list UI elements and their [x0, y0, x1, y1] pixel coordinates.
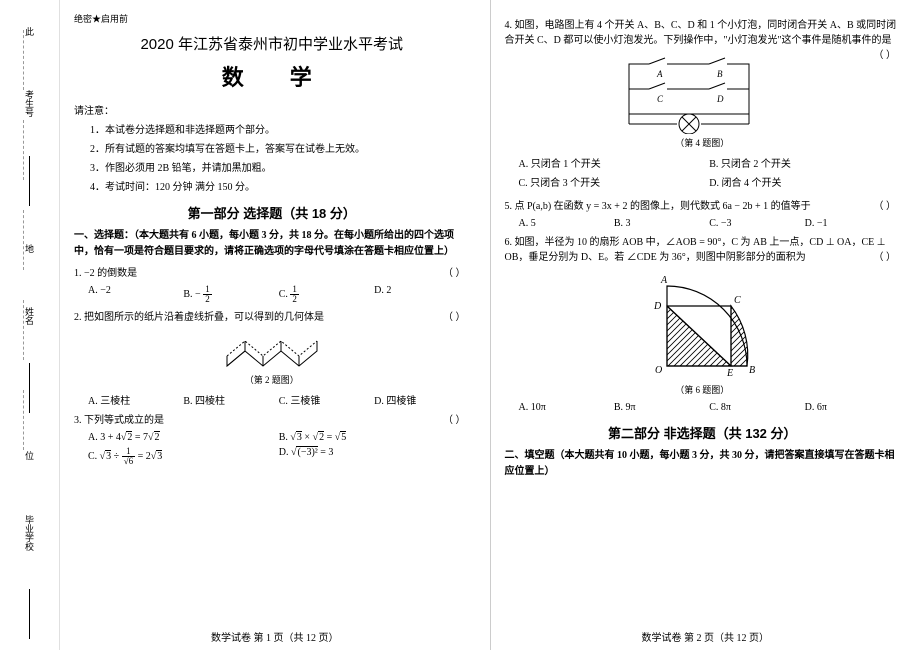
q6-diagram: A D C O E B （第 6 题图） [505, 271, 901, 396]
opt-c: C. 三棱锥 [279, 392, 374, 407]
question-2: 2. 把如图所示的纸片沿着虚线折叠，可以得到的几何体是 （ ） [74, 310, 470, 325]
question-4: 4. 如图，电路图上有 4 个开关 A、B、C、D 和 1 个小灯泡，同时闭合开… [505, 18, 901, 48]
svg-text:C: C [734, 295, 741, 306]
confidential-label: 绝密★启用前 [74, 12, 470, 25]
side-label-name: 姓名 [23, 287, 36, 345]
answer-blank: （ ） [443, 413, 466, 428]
page-2: 4. 如图，电路图上有 4 个开关 A、B、C、D 和 1 个小灯泡，同时闭合开… [491, 0, 920, 650]
subject-title: 数 学 [84, 60, 470, 92]
opt-b: B. 只闭合 2 个开关 [709, 155, 900, 170]
question-3: 3. 下列等式成立的是 （ ） [74, 413, 470, 428]
q2-text: 2. 把如图所示的纸片沿着虚线折叠，可以得到的几何体是 [74, 312, 324, 323]
svg-text:E: E [726, 368, 733, 379]
notice-item: 2．所有试题的答案均填写在答题卡上，答案写在试卷上无效。 [90, 140, 470, 155]
q5-options: A. 5 B. 3 C. −3 D. −1 [519, 218, 901, 229]
opt-d: D. 6π [805, 402, 900, 413]
mc-intro: 一、选择题：（本大题共有 6 小题，每小题 3 分，共 18 分。在每小题所给出… [74, 228, 470, 260]
question-1: 1. −2 的倒数是 （ ） [74, 266, 470, 281]
fill-intro: 二、填空题（本大题共有 10 小题，每小题 3 分，共 30 分，请把答案直接填… [505, 448, 901, 480]
q4-text: 4. 如图，电路图上有 4 个开关 A、B、C、D 和 1 个小灯泡，同时闭合开… [505, 20, 897, 46]
q6-options: A. 10π B. 9π C. 8π D. 6π [519, 402, 901, 413]
opt-a: A. 5 [519, 218, 614, 229]
opt-a: A. 10π [519, 402, 614, 413]
q2-options: A. 三棱柱 B. 四棱柱 C. 三棱锥 D. 四棱锥 [88, 392, 470, 407]
q3-options: A. 3 + 4√2 = 7√2 B. √3 × √2 = √5 C. √3 ÷… [88, 432, 470, 470]
svg-text:B: B [717, 69, 723, 79]
svg-text:B: B [749, 365, 755, 376]
notice-heading: 请注意： [74, 102, 470, 117]
q6-text: 6. 如图，半径为 10 的扇形 AOB 中，∠AOB = 90°，C 为 AB… [505, 237, 886, 263]
answer-blank: （ ） [443, 310, 466, 325]
diagram-label: （第 4 题图） [505, 136, 901, 149]
diagram-label: （第 2 题图） [74, 373, 470, 386]
q2-diagram: （第 2 题图） [74, 331, 470, 386]
notice-item: 3．作图必须用 2B 铅笔，并请加黑加粗。 [90, 159, 470, 174]
side-marker: 此 [23, 7, 36, 56]
question-6: 6. 如图，半径为 10 的扇形 AOB 中，∠AOB = 90°，C 为 AB… [505, 235, 901, 265]
section-heading: 第一部分 选择题（共 18 分） [74, 203, 470, 222]
svg-text:A: A [660, 275, 668, 286]
svg-text:C: C [657, 94, 664, 104]
opt-d: D. −1 [805, 218, 900, 229]
notice-item: 4．考试时间：120 分钟 满分 150 分。 [90, 178, 470, 193]
opt-a: A. −2 [88, 285, 183, 304]
q3-text: 3. 下列等式成立的是 [74, 415, 164, 426]
opt-c: C. −3 [709, 218, 804, 229]
side-label-school: 毕业学校 [23, 495, 36, 571]
side-marker: 地 [23, 224, 36, 273]
opt-c: C. 只闭合 3 个开关 [519, 174, 710, 189]
svg-text:O: O [655, 365, 662, 376]
opt-a: A. 3 + 4√2 = 7√2 [88, 432, 279, 443]
opt-b: B. − 12 [183, 285, 278, 304]
q1-text: 1. −2 的倒数是 [74, 268, 137, 279]
side-label-exam-id: 考生号 [23, 70, 36, 137]
diagram-label: （第 6 题图） [505, 383, 901, 396]
side-marker: 位 [23, 431, 36, 480]
opt-d: D. √(−3)² = 3 [279, 447, 470, 466]
opt-c: C. 8π [709, 402, 804, 413]
opt-b: B. √3 × √2 = √5 [279, 432, 470, 443]
q1-options: A. −2 B. − 12 C. 12 D. 2 [88, 285, 470, 304]
opt-b: B. 9π [614, 402, 709, 413]
answer-blank: （ ） [874, 48, 897, 63]
opt-a: A. 只闭合 1 个开关 [519, 155, 710, 170]
svg-text:D: D [716, 94, 724, 104]
binding-margin: 此 考生号 地 姓名 位 毕业学校 [0, 0, 60, 650]
answer-blank: （ ） [443, 266, 466, 281]
notice-item: 1．本试卷分选择题和非选择题两个部分。 [90, 121, 470, 136]
opt-b: B. 四棱柱 [183, 392, 278, 407]
svg-text:D: D [653, 301, 662, 312]
opt-a: A. 三棱柱 [88, 392, 183, 407]
page-1: 绝密★启用前 2020 年江苏省泰州市初中学业水平考试 数 学 请注意： 1．本… [60, 0, 491, 650]
opt-d: D. 2 [374, 285, 469, 304]
q4-options: A. 只闭合 1 个开关 B. 只闭合 2 个开关 C. 只闭合 3 个开关 D… [519, 155, 901, 193]
answer-blank: （ ） [874, 199, 897, 214]
opt-d: D. 四棱锥 [374, 392, 469, 407]
page-footer: 数学试卷 第 2 页（共 12 页） [491, 629, 920, 644]
q4-diagram: A B C D （第 4 题图） [505, 54, 901, 149]
q5-text: 5. 点 P(a,b) 在函数 y = 3x + 2 的图像上，则代数式 6a … [505, 201, 811, 212]
opt-c: C. √3 ÷ 1√6 = 2√3 [88, 447, 279, 466]
opt-c: C. 12 [279, 285, 374, 304]
page-footer: 数学试卷 第 1 页（共 12 页） [60, 629, 490, 644]
section-heading: 第二部分 非选择题（共 132 分） [505, 423, 901, 442]
exam-title: 2020 年江苏省泰州市初中学业水平考试 [74, 33, 470, 54]
opt-d: D. 闭合 4 个开关 [709, 174, 900, 189]
opt-b: B. 3 [614, 218, 709, 229]
answer-blank: （ ） [874, 250, 897, 265]
question-5: 5. 点 P(a,b) 在函数 y = 3x + 2 的图像上，则代数式 6a … [505, 199, 901, 214]
svg-text:A: A [656, 69, 663, 79]
